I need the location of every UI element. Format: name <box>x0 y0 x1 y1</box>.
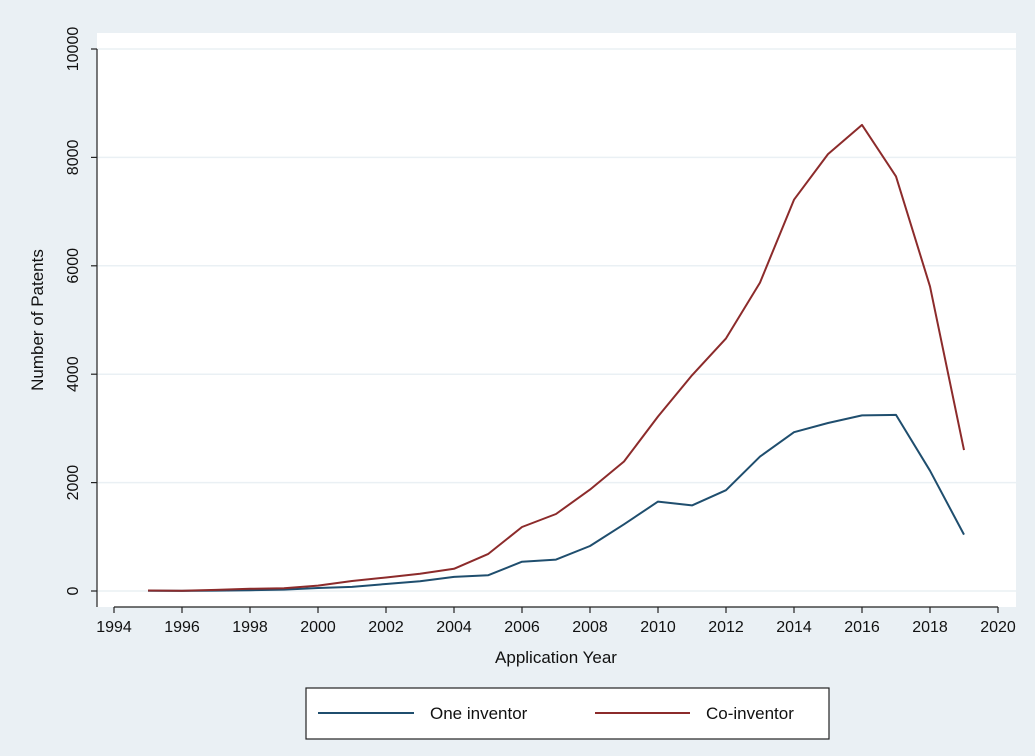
x-axis-title: Application Year <box>495 648 617 667</box>
x-tick-label: 1994 <box>96 619 132 636</box>
plot-area <box>97 33 1016 607</box>
x-tick-label: 2010 <box>640 619 676 636</box>
x-tick-label: 1996 <box>164 619 200 636</box>
x-tick-label: 2018 <box>912 619 948 636</box>
y-tick-label: 6000 <box>65 248 82 284</box>
x-tick-label: 1998 <box>232 619 268 636</box>
x-tick-label: 2012 <box>708 619 744 636</box>
legend-label: Co-inventor <box>706 704 794 723</box>
legend-label: One inventor <box>430 704 528 723</box>
x-tick-label: 2002 <box>368 619 404 636</box>
series-line-co-inventor <box>147 123 965 592</box>
y-tick-label: 4000 <box>65 356 82 392</box>
x-tick-label: 2004 <box>436 619 472 636</box>
y-tick-label: 2000 <box>65 465 82 501</box>
x-tick-label: 2000 <box>300 619 336 636</box>
series-lines <box>147 123 965 592</box>
y-axis-title: Number of Patents <box>28 249 47 391</box>
grid-lines <box>97 48 1016 592</box>
x-tick-label: 2014 <box>776 619 812 636</box>
y-tick-label: 8000 <box>65 140 82 176</box>
x-tick-label: 2016 <box>844 619 880 636</box>
x-tick-label: 2008 <box>572 619 608 636</box>
legend: One inventor Co-inventor <box>305 687 830 740</box>
x-tick-label: 2006 <box>504 619 540 636</box>
series-line-one-inventor <box>147 413 965 592</box>
x-tick-label: 2020 <box>980 619 1016 636</box>
axes: 0 2000 4000 6000 8000 10000 1994 1996 1998 2000 20… <box>65 27 1016 636</box>
y-tick-label: 0 <box>65 586 82 595</box>
y-tick-label: 10000 <box>65 27 82 72</box>
